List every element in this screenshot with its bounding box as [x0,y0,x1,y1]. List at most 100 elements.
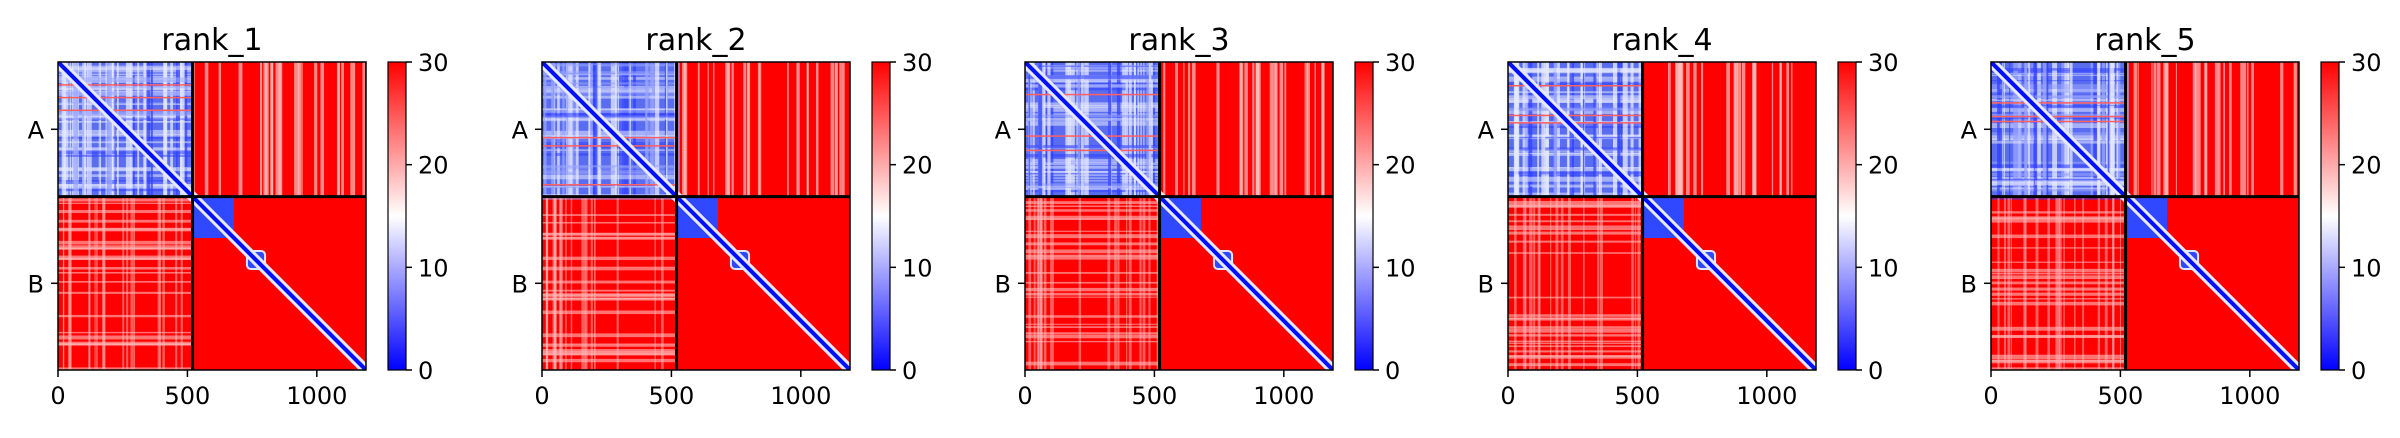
aa-streak-h [58,103,193,106]
aa-streak-h [542,165,677,168]
plot-frame [57,61,367,371]
aa-streak-v [2107,62,2110,197]
aa-streak-v [1598,62,1601,197]
aa-red-line [1508,114,1643,117]
aa-streak-v [1143,62,1145,197]
colorbar-tick-label: 30 [418,49,449,77]
aa-red-line [58,84,193,86]
ba-streak-v [175,196,178,370]
ba-streak-v [1599,196,1603,370]
ba-streak-v [1637,196,1640,370]
ba-streak [58,245,193,250]
ba-streak [1508,252,1643,254]
ab-streak [807,62,809,197]
x-tick-label: 1000 [286,382,347,410]
aa-red-line [542,183,677,186]
ba-streak-v [62,196,65,370]
aa-streak-v [633,62,636,197]
aa-streak-v [69,62,72,197]
aa-streak-v [1551,62,1556,197]
aa-streak-v [2064,62,2070,197]
ab-streak [1272,62,1277,197]
ba-streak [1508,363,1643,367]
aa-streak-v [543,62,545,197]
aa-streak-v [1545,62,1549,197]
aa-streak-v [1133,62,1136,197]
aa-streak-h [542,87,677,93]
ba-streak-v [2003,196,2006,370]
ba-streak [1508,334,1643,337]
ab-streak [1163,62,1166,197]
ab-streak [1669,62,1671,197]
aa-streak-h [1991,68,2126,71]
aa-streak-v [132,62,135,197]
ba-streak-v [1560,196,1564,370]
aa-streak-h [1508,167,1643,172]
aa-red-line [1025,149,1160,152]
ab-streak [271,62,274,197]
colorbar-tick-label: 20 [418,152,449,180]
ab-streak [839,62,842,197]
panel-title: rank_1 [161,23,262,58]
ba-streak [1025,334,1160,339]
ba-streak-v [2057,196,2060,370]
colorbar [1354,61,1374,371]
aa-streak-h [1508,107,1643,111]
aa-streak-v [1151,62,1156,197]
ba-streak-v [2007,196,2011,370]
aa-streak-h [542,77,677,80]
ba-streak-v [130,196,134,370]
ab-streak [1284,62,1287,197]
aa-streak-v [98,62,100,197]
aa-streak-v [105,62,107,197]
heatmap [1508,62,1816,370]
ba-streak-v [565,196,567,370]
ba-streak [1025,215,1160,220]
aa-streak-v [1070,62,1075,197]
aa-streak-v [588,62,590,197]
aa-streak-v [592,62,598,197]
aa-streak-h [58,86,193,91]
aa-streak-h [58,111,193,116]
aa-streak-v [2031,62,2033,197]
ab-streak [725,62,728,197]
ab-streak [2151,62,2153,197]
aa-streak-h [542,109,677,113]
aa-streak-h [1991,180,2126,185]
ab-streak [2242,62,2246,197]
x-tick-label: 0 [1017,382,1032,410]
aa-streak-v [150,62,153,197]
aa-streak-h [1025,185,1160,189]
ab-streak [2175,62,2177,197]
aa-streak-h [1991,98,2126,100]
aa-streak-h [1508,147,1643,151]
x-tick-label: 0 [1500,382,1515,410]
aa-streak-h [542,175,677,180]
aa-streak-h [542,115,677,120]
ba-streak [1025,281,1160,284]
ba-streak [1508,326,1643,329]
ab-streak [1791,62,1793,197]
ab-streak [2229,62,2232,197]
aa-streak-v [1583,62,1586,197]
ab-streak [1686,62,1690,197]
ba-streak [542,358,677,363]
colorbar-tick-label: 30 [2351,49,2382,77]
aa-streak-v [1140,62,1142,197]
aa-streak-v [1541,62,1546,197]
aa-streak-h [542,63,677,65]
ba-streak [542,236,677,238]
colorbar-tick-label: 10 [1868,254,1899,282]
ab-streak [1252,62,1255,197]
ba-streak [1025,234,1160,239]
aa-streak-v [2067,62,2070,197]
aa-red-line [1991,102,2126,104]
ab-streak [1738,62,1742,197]
ba-streak [1025,255,1160,260]
aa-streak-h [1991,105,2126,109]
colorbar [871,61,891,371]
ba-streak-v [1529,196,1531,370]
aa-streak-h [58,180,193,185]
aa-streak-h [1508,95,1643,100]
aa-streak-v [1077,62,1081,197]
